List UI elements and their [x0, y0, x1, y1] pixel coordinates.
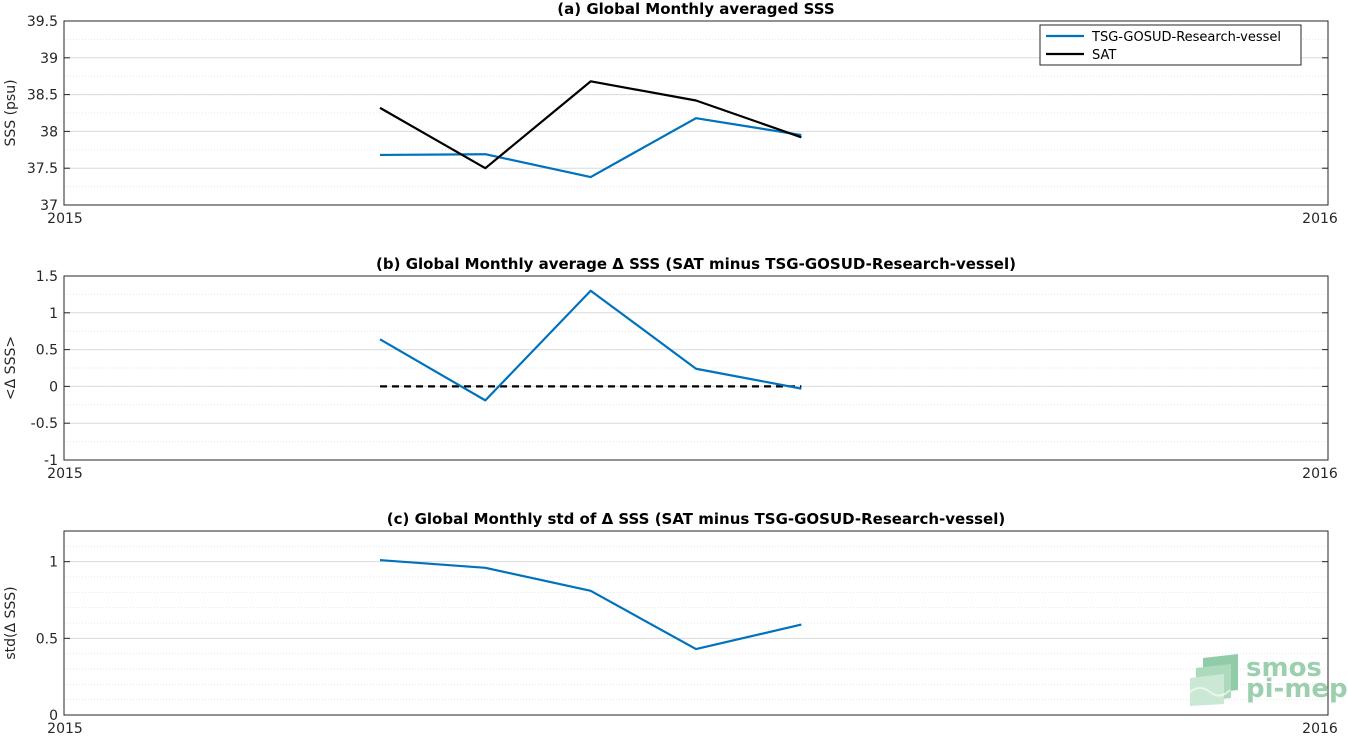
y-tick-label: 0 — [49, 708, 58, 724]
logo-text-pi-mep: pi-mep — [1246, 674, 1348, 704]
y-tick-label: 39.5 — [27, 14, 58, 30]
y-tick-label: 1 — [49, 555, 58, 571]
x-tick-label: 2015 — [47, 466, 83, 482]
chart-panel-3: 0 0.5 1 2015 2016 (c) Global Monthly std of Δ… — [3, 510, 1338, 736]
legend: TSG-GOSUD-Research-vessel SAT — [1039, 24, 1302, 66]
y-tick-label: -0.5 — [31, 416, 58, 432]
axes-box — [63, 20, 1329, 206]
y-tick-label: 0 — [49, 379, 58, 395]
smos-pi-mep-logo: smos pi-mep — [1189, 653, 1348, 706]
series-line-tsg-gosud-research-vessel — [379, 117, 802, 179]
axes-box — [63, 275, 1329, 461]
legend-entry: TSG-GOSUD-Research-vessel — [1091, 30, 1281, 45]
y-axis-label: <Δ SSS> — [3, 336, 19, 400]
y-axis-label: std(Δ SSS) — [3, 586, 19, 659]
y-tick-label: 38 — [40, 124, 58, 140]
x-tick-label: 2015 — [47, 721, 83, 736]
y-tick-label: 0.5 — [36, 343, 58, 359]
axes-box — [63, 530, 1329, 716]
y-tick-label: 39 — [40, 51, 58, 67]
chart-title: (c) Global Monthly std of Δ SSS (SAT min… — [387, 510, 1005, 528]
logo-text-smos: smos — [1246, 653, 1322, 683]
series-line-sat — [379, 80, 802, 170]
chart-panel-2: -1 -0.5 0 0.5 1 1.5 2015 2016 (b) Global Monthly… — [3, 255, 1338, 482]
chart-panel-1: 37 37.5 38 38.5 39 39.5 2015 2016 (a) Global Mon… — [3, 0, 1338, 227]
logo-graphic — [1189, 654, 1238, 706]
chart-title: (a) Global Monthly averaged SSS — [557, 0, 834, 18]
x-tick-label: 2016 — [1302, 211, 1338, 227]
legend-entry: SAT — [1092, 48, 1116, 63]
y-axis-label: SSS (psu) — [3, 79, 19, 146]
y-tick-label: 37.5 — [27, 161, 58, 177]
y-tick-label: 0.5 — [36, 631, 58, 647]
x-tick-label: 2016 — [1302, 721, 1338, 736]
y-tick-label: 1.5 — [36, 269, 58, 285]
y-tick-label: 37 — [40, 198, 58, 214]
series-line-1 — [379, 559, 802, 651]
chart-title: (b) Global Monthly average Δ SSS (SAT mi… — [376, 255, 1016, 273]
legend-box — [1039, 24, 1302, 66]
y-tick-label: 38.5 — [27, 88, 58, 104]
x-tick-label: 2015 — [47, 211, 83, 227]
y-tick-label: -1 — [44, 453, 58, 469]
series-line-1 — [379, 289, 802, 402]
y-tick-label: 1 — [49, 306, 58, 322]
x-tick-label: 2016 — [1302, 466, 1338, 482]
